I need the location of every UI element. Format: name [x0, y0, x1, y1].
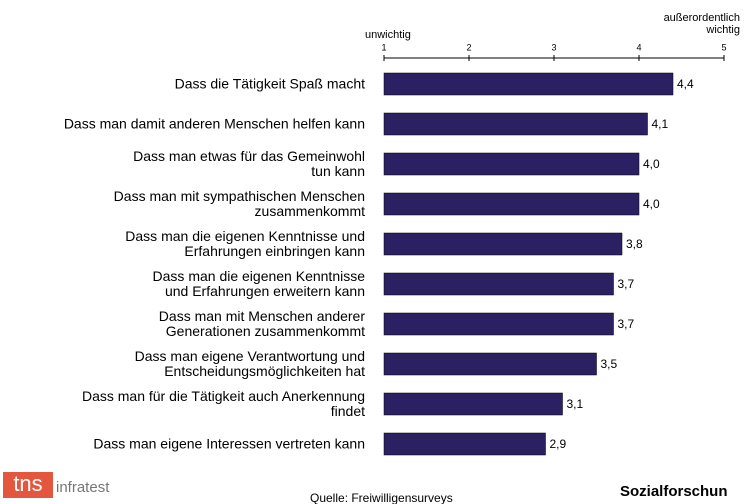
category-label: Dass man damit anderen Menschen helfen k… [63, 115, 365, 132]
category-label: Dass man mit sympathischen Menschen zusa… [113, 188, 365, 219]
value-label: 3,7 [618, 277, 635, 291]
category-label: Dass man eigene Verantwortung und Entsch… [134, 348, 365, 379]
value-label: 4,4 [677, 77, 694, 91]
value-label: 3,8 [626, 237, 643, 251]
bar [383, 112, 648, 136]
bar [383, 192, 640, 216]
bar [383, 272, 614, 296]
category-label: Dass man die eigenen Kenntnisse und Erfa… [152, 268, 365, 299]
value-label: 2,9 [550, 437, 567, 451]
x-tick-label: 1 [381, 42, 386, 52]
category-label: Dass man mit Menschen anderer Generation… [158, 308, 365, 339]
x-tick-label: 3 [551, 42, 556, 52]
x-tick-label: 4 [636, 42, 641, 52]
axis-label-high: außerordentlich wichtig [664, 12, 740, 36]
value-label: 4,1 [652, 117, 669, 131]
value-label: 3,5 [601, 357, 618, 371]
source: Quelle: Freiwilligensurveys [310, 491, 453, 504]
bar [383, 312, 614, 336]
category-label: Dass man die eigenen Kenntnisse und Erfa… [125, 228, 365, 259]
footer-right: Sozialforschun [620, 483, 728, 500]
bar [383, 432, 546, 456]
value-label: 4,0 [643, 157, 660, 171]
bar [383, 152, 640, 176]
x-tick-label: 2 [466, 42, 471, 52]
x-tick-label: 5 [721, 42, 726, 52]
value-label: 3,7 [618, 317, 635, 331]
category-label: Dass man etwas für das Gemeinwohl tun ka… [133, 148, 365, 179]
axis-label-low: unwichtig [365, 29, 411, 41]
logo-box [3, 472, 53, 498]
category-label: Dass man für die Tätigkeit auch Anerkenn… [81, 388, 365, 419]
value-label: 3,1 [567, 397, 584, 411]
logo-brand: tns [13, 471, 42, 496]
bar [383, 232, 623, 256]
bar [383, 392, 563, 416]
logo-sub: infratest [56, 479, 110, 496]
category-label: Dass man eigene Interessen vertreten kan… [93, 435, 365, 452]
bar [383, 72, 674, 96]
value-label: 4,0 [643, 197, 660, 211]
bar [383, 352, 597, 376]
category-label: Dass die Tätigkeit Spaß macht [174, 75, 365, 92]
